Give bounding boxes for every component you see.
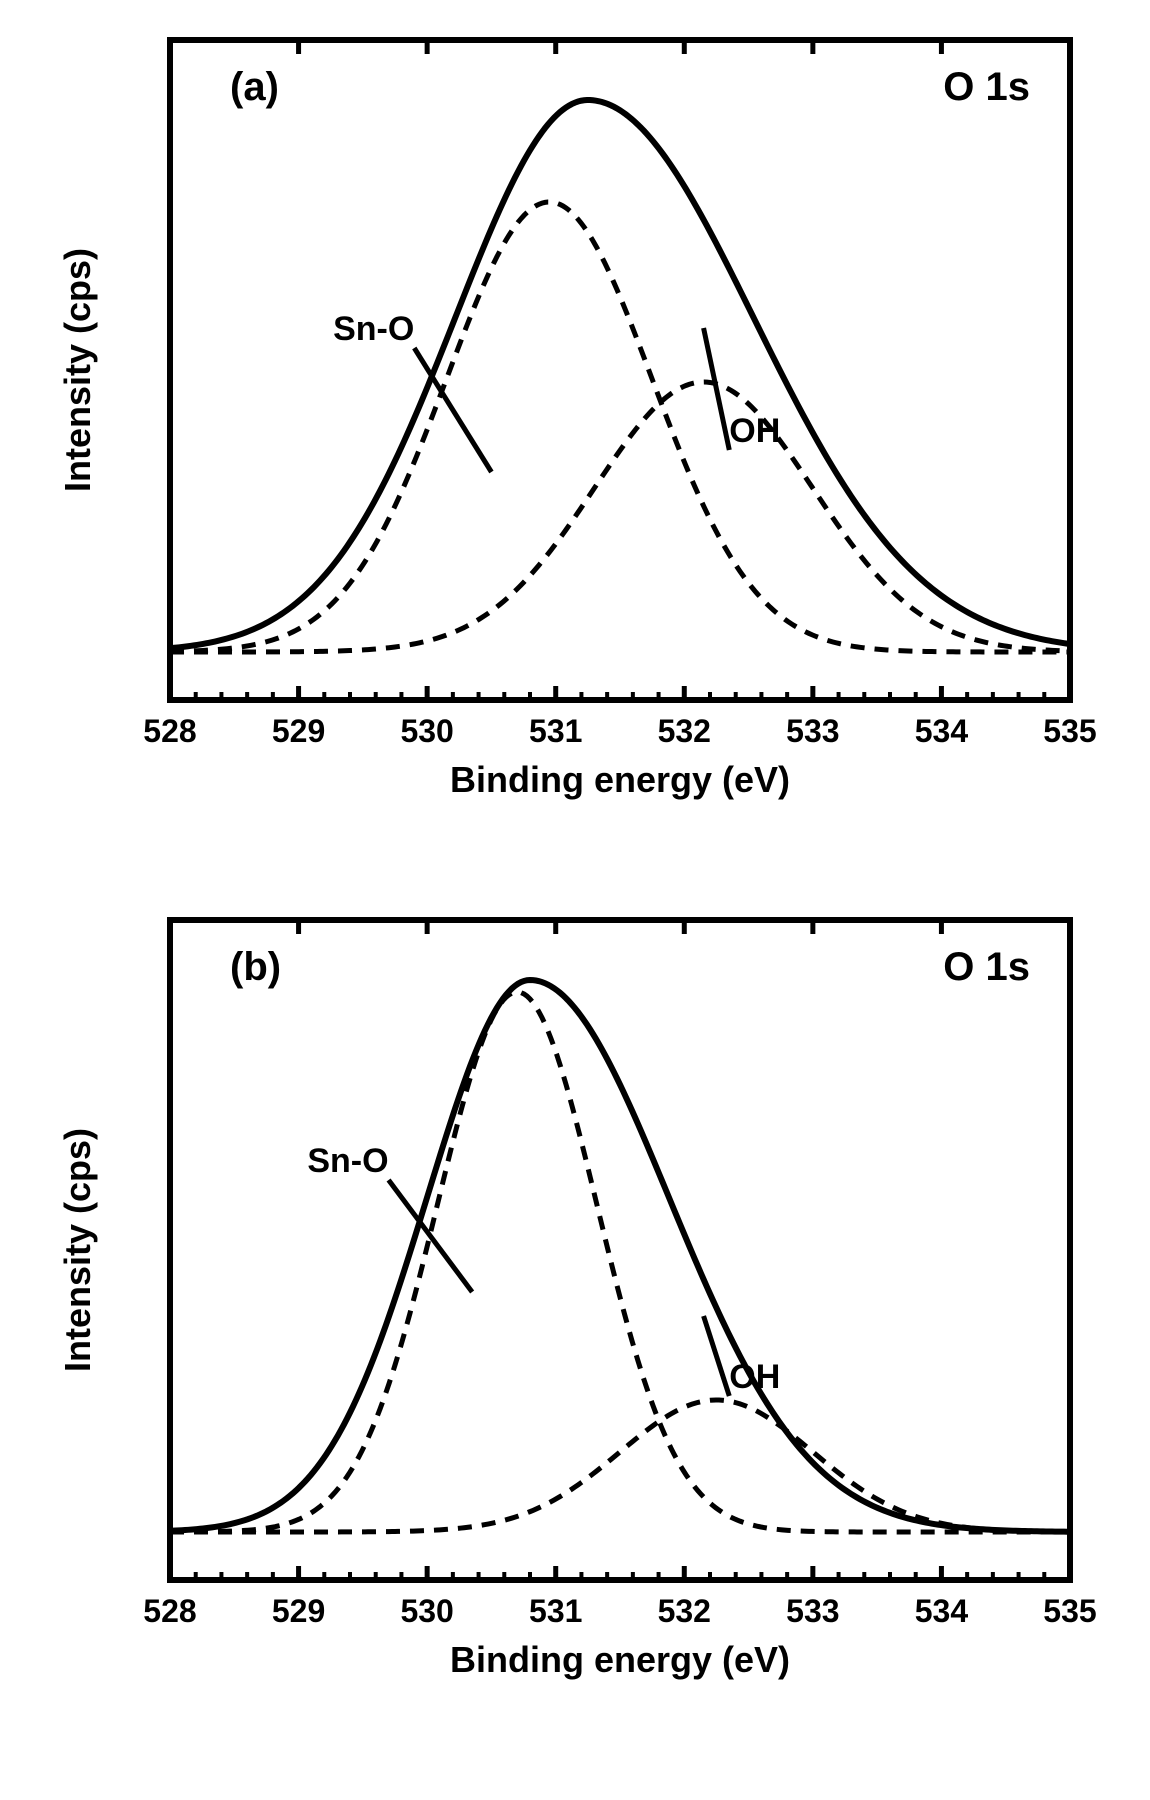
xtick-label: 534 [915, 713, 969, 749]
xtick-label: 531 [529, 1593, 582, 1629]
component-curve-0 [170, 992, 1070, 1532]
xtick-label: 529 [272, 1593, 325, 1629]
xtick-label: 530 [400, 713, 453, 749]
panel-label: (a) [230, 65, 279, 109]
xtick-label: 535 [1043, 713, 1096, 749]
panel-label: (b) [230, 945, 281, 989]
xtick-label: 528 [143, 713, 196, 749]
panel-b: 528 529 530 531 532 533 534 535 Binding energy (… [20, 900, 1130, 1720]
plot-border [170, 40, 1070, 700]
component-curve-0 [170, 202, 1070, 652]
panel-a: 528 529 530 531 532 533 534 535 Binding energy (… [20, 20, 1130, 840]
xtick-label: 531 [529, 713, 582, 749]
xtick-label: 528 [143, 1593, 196, 1629]
xps-figure: 528 529 530 531 532 533 534 535 Binding energy (… [20, 20, 1130, 1720]
spectrum-label: O 1s [943, 945, 1030, 989]
xtick-label: 534 [915, 1593, 969, 1629]
spectrum-label: O 1s [943, 65, 1030, 109]
y-axis-label: Intensity (cps) [57, 248, 98, 492]
component-label: Sn-O [307, 1142, 388, 1180]
xtick-label: 533 [786, 1593, 839, 1629]
component-label: Sn-O [333, 310, 414, 348]
xtick-label: 529 [272, 713, 325, 749]
main-curve [170, 100, 1070, 648]
xtick-label: 532 [658, 713, 711, 749]
x-axis-label: Binding energy (eV) [450, 1639, 790, 1680]
main-curve [170, 980, 1070, 1532]
component-label: OH [729, 1358, 780, 1396]
component-label: OH [729, 412, 780, 450]
xtick-label: 530 [400, 1593, 453, 1629]
y-axis-label: Intensity (cps) [57, 1128, 98, 1372]
xtick-label: 532 [658, 1593, 711, 1629]
xtick-label: 533 [786, 713, 839, 749]
xtick-label: 535 [1043, 1593, 1096, 1629]
component-curve-1 [170, 1400, 1070, 1532]
component-curve-1 [170, 382, 1070, 652]
x-axis-label: Binding energy (eV) [450, 759, 790, 800]
leader-line [704, 328, 730, 450]
